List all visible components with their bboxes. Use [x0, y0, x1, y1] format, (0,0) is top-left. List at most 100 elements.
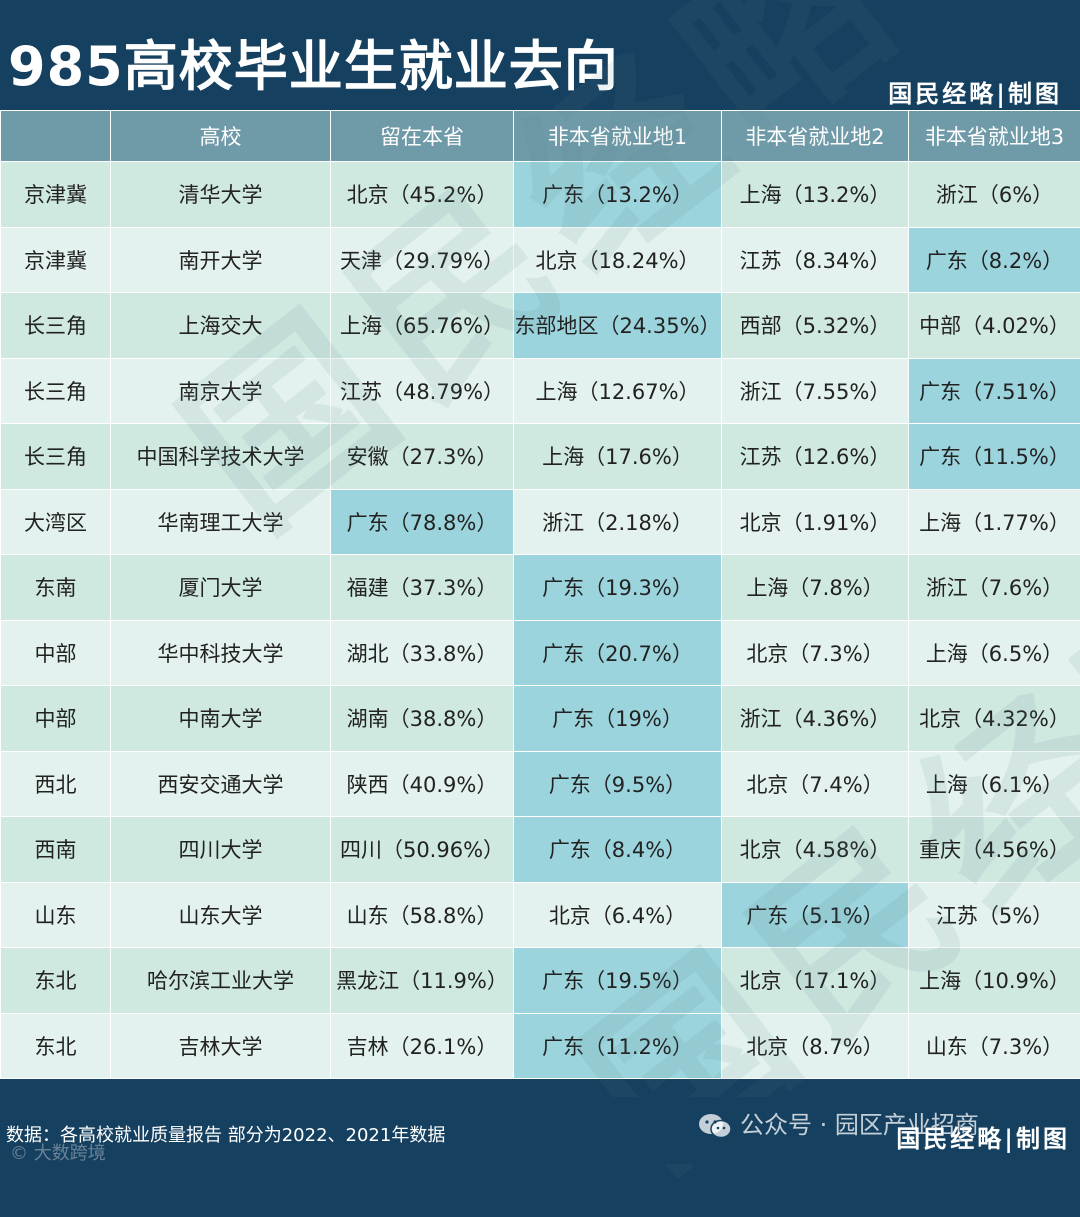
- cell-destination-3: 浙江（6%）: [909, 162, 1080, 228]
- cell-destination-1: 广东（11.2%）: [514, 1013, 722, 1079]
- cell-home: 安徽（27.3%）: [331, 424, 514, 490]
- header-destination-3: 非本省就业地3: [909, 111, 1080, 162]
- cell-region: 京津冀: [1, 227, 111, 293]
- cell-school: 华南理工大学: [111, 489, 331, 555]
- cell-school: 中国科学技术大学: [111, 424, 331, 490]
- cell-destination-2: 江苏（12.6%）: [722, 424, 909, 490]
- cell-home: 江苏（48.79%）: [331, 358, 514, 424]
- cell-destination-2: 西部（5.32%）: [722, 293, 909, 359]
- cell-destination-3: 上海（6.5%）: [909, 620, 1080, 686]
- cell-school: 四川大学: [111, 817, 331, 883]
- cell-school: 山东大学: [111, 882, 331, 948]
- cell-school: 清华大学: [111, 162, 331, 228]
- table-row: 西南 四川大学 四川（50.96%） 广东（8.4%） 北京（4.58%） 重庆…: [1, 817, 1080, 883]
- table-row: 大湾区 华南理工大学 广东（78.8%） 浙江（2.18%） 北京（1.91%）…: [1, 489, 1080, 555]
- cell-destination-3: 广东（8.2%）: [909, 227, 1080, 293]
- cell-destination-2: 广东（5.1%）: [722, 882, 909, 948]
- cell-home: 上海（65.76%）: [331, 293, 514, 359]
- cell-home: 天津（29.79%）: [331, 227, 514, 293]
- cell-destination-3: 广东（11.5%）: [909, 424, 1080, 490]
- table-header-row: 高校 留在本省 非本省就业地1 非本省就业地2 非本省就业地3: [1, 111, 1080, 162]
- cell-region: 西南: [1, 817, 111, 883]
- cell-destination-1: 广东（8.4%）: [514, 817, 722, 883]
- cell-region: 东北: [1, 1013, 111, 1079]
- cell-school: 上海交大: [111, 293, 331, 359]
- cell-destination-1: 北京（6.4%）: [514, 882, 722, 948]
- cell-school: 南开大学: [111, 227, 331, 293]
- cell-destination-1: 广东（9.5%）: [514, 751, 722, 817]
- cell-destination-2: 北京（7.3%）: [722, 620, 909, 686]
- cell-school: 南京大学: [111, 358, 331, 424]
- table-row: 东北 吉林大学 吉林（26.1%） 广东（11.2%） 北京（8.7%） 山东（…: [1, 1013, 1080, 1079]
- cell-home: 福建（37.3%）: [331, 555, 514, 621]
- cell-region: 中部: [1, 686, 111, 752]
- cell-destination-1: 广东（19.3%）: [514, 555, 722, 621]
- cell-destination-1: 广东（19.5%）: [514, 948, 722, 1014]
- cell-region: 长三角: [1, 358, 111, 424]
- cell-destination-2: 上海（13.2%）: [722, 162, 909, 228]
- page-title: 985高校毕业生就业去向: [8, 22, 619, 101]
- table-row: 长三角 南京大学 江苏（48.79%） 上海（12.67%） 浙江（7.55%）…: [1, 358, 1080, 424]
- table-row: 京津冀 清华大学 北京（45.2%） 广东（13.2%） 上海（13.2%） 浙…: [1, 162, 1080, 228]
- infographic-page: 985高校毕业生就业去向 国民经略|制图 高校 留在本省 非本省就业地1 非本省…: [0, 0, 1080, 1164]
- cell-destination-2: 浙江（7.55%）: [722, 358, 909, 424]
- table-row: 长三角 中国科学技术大学 安徽（27.3%） 上海（17.6%） 江苏（12.6…: [1, 424, 1080, 490]
- cell-home: 湖北（33.8%）: [331, 620, 514, 686]
- cell-destination-2: 北京（1.91%）: [722, 489, 909, 555]
- cell-school: 哈尔滨工业大学: [111, 948, 331, 1014]
- cell-region: 京津冀: [1, 162, 111, 228]
- header-school: 高校: [111, 111, 331, 162]
- header-home-province: 留在本省: [331, 111, 514, 162]
- brand-label-bottom: 国民经略|制图: [896, 1119, 1070, 1154]
- table-row: 东南 厦门大学 福建（37.3%） 广东（19.3%） 上海（7.8%） 浙江（…: [1, 555, 1080, 621]
- cell-destination-1: 上海（17.6%）: [514, 424, 722, 490]
- cell-destination-2: 上海（7.8%）: [722, 555, 909, 621]
- cell-home: 黑龙江（11.9%）: [331, 948, 514, 1014]
- cell-destination-1: 广东（19%）: [514, 686, 722, 752]
- cell-destination-2: 江苏（8.34%）: [722, 227, 909, 293]
- cell-destination-1: 东部地区（24.35%）: [514, 293, 722, 359]
- cell-region: 西北: [1, 751, 111, 817]
- brand-label-top: 国民经略|制图: [888, 74, 1062, 109]
- cell-destination-3: 北京（4.32%）: [909, 686, 1080, 752]
- cell-home: 陕西（40.9%）: [331, 751, 514, 817]
- cell-destination-2: 北京（7.4%）: [722, 751, 909, 817]
- cell-region: 中部: [1, 620, 111, 686]
- cell-destination-3: 中部（4.02%）: [909, 293, 1080, 359]
- cell-region: 大湾区: [1, 489, 111, 555]
- cell-school: 吉林大学: [111, 1013, 331, 1079]
- cell-region: 长三角: [1, 424, 111, 490]
- cell-school: 华中科技大学: [111, 620, 331, 686]
- title-bar: 985高校毕业生就业去向 国民经略|制图: [0, 0, 1080, 110]
- corner-watermark: © 大数跨境: [10, 1139, 106, 1165]
- cell-home: 湖南（38.8%）: [331, 686, 514, 752]
- cell-destination-1: 上海（12.67%）: [514, 358, 722, 424]
- header-destination-1: 非本省就业地1: [514, 111, 722, 162]
- cell-destination-1: 浙江（2.18%）: [514, 489, 722, 555]
- header-destination-2: 非本省就业地2: [722, 111, 909, 162]
- cell-home: 山东（58.8%）: [331, 882, 514, 948]
- cell-home: 广东（78.8%）: [331, 489, 514, 555]
- cell-destination-3: 江苏（5%）: [909, 882, 1080, 948]
- cell-destination-1: 广东（20.7%）: [514, 620, 722, 686]
- cell-home: 吉林（26.1%）: [331, 1013, 514, 1079]
- cell-region: 长三角: [1, 293, 111, 359]
- table-row: 西北 西安交通大学 陕西（40.9%） 广东（9.5%） 北京（7.4%） 上海…: [1, 751, 1080, 817]
- footer-bar: 数据：各高校就业质量报告 部分为2022、2021年数据 © 大数跨境 公众号 …: [0, 1097, 1080, 1164]
- table-row: 京津冀 南开大学 天津（29.79%） 北京（18.24%） 江苏（8.34%）…: [1, 227, 1080, 293]
- cell-destination-2: 北京（4.58%）: [722, 817, 909, 883]
- wechat-icon: [698, 1113, 732, 1139]
- cell-region: 山东: [1, 882, 111, 948]
- cell-school: 厦门大学: [111, 555, 331, 621]
- cell-home: 四川（50.96%）: [331, 817, 514, 883]
- cell-destination-3: 重庆（4.56%）: [909, 817, 1080, 883]
- cell-destination-1: 北京（18.24%）: [514, 227, 722, 293]
- header-region: [1, 111, 111, 162]
- table-row: 山东 山东大学 山东（58.8%） 北京（6.4%） 广东（5.1%） 江苏（5…: [1, 882, 1080, 948]
- employment-table-wrap: 高校 留在本省 非本省就业地1 非本省就业地2 非本省就业地3 京津冀 清华大学…: [0, 110, 1080, 1079]
- cell-destination-3: 上海（6.1%）: [909, 751, 1080, 817]
- cell-destination-2: 北京（17.1%）: [722, 948, 909, 1014]
- table-row: 东北 哈尔滨工业大学 黑龙江（11.9%） 广东（19.5%） 北京（17.1%…: [1, 948, 1080, 1014]
- cell-region: 东南: [1, 555, 111, 621]
- table-row: 中部 华中科技大学 湖北（33.8%） 广东（20.7%） 北京（7.3%） 上…: [1, 620, 1080, 686]
